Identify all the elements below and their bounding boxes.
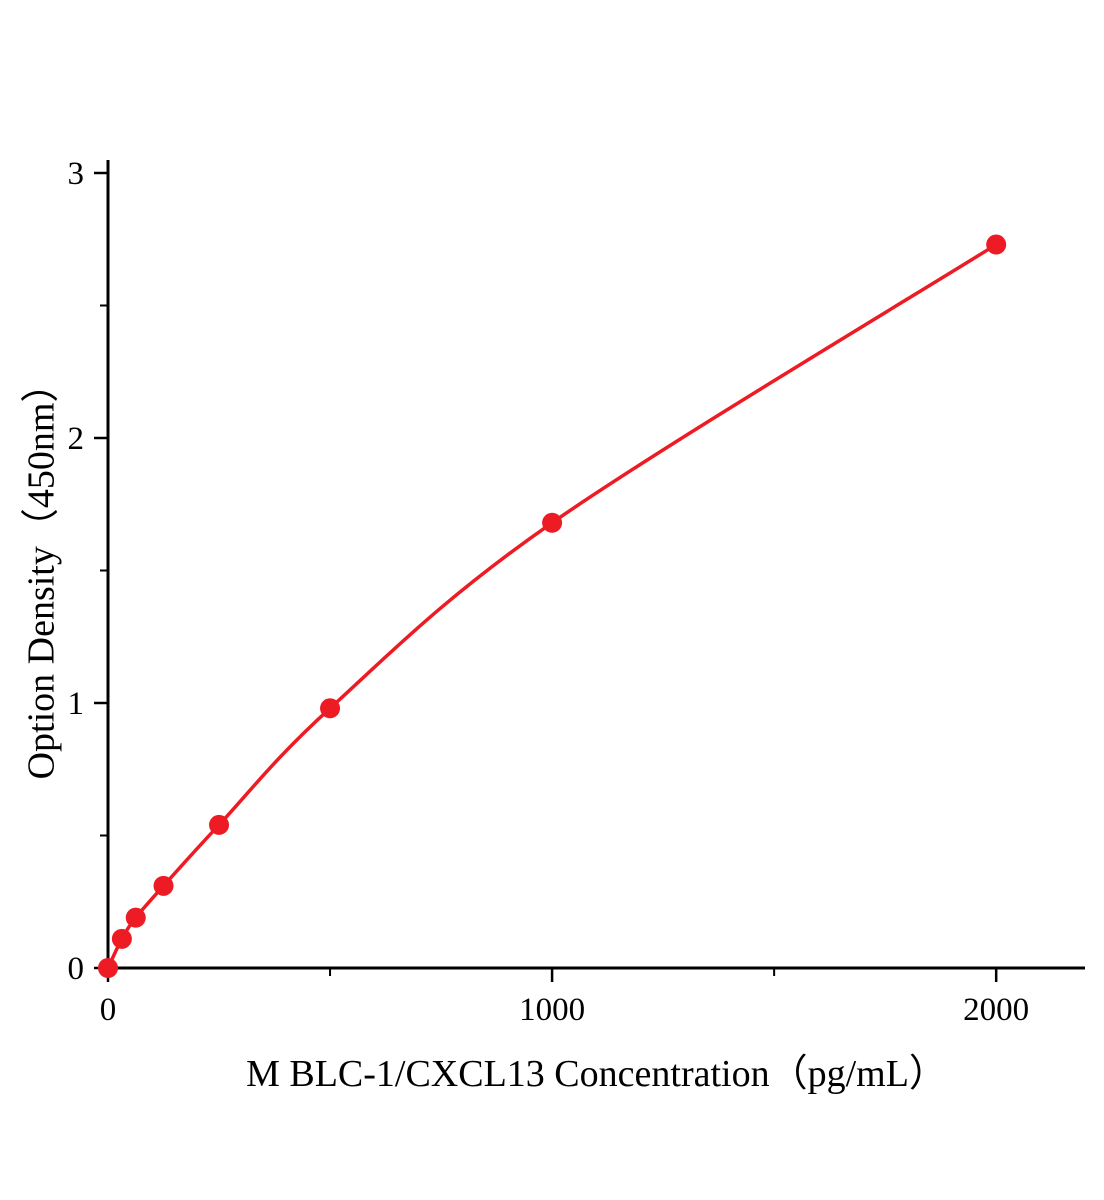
y-tick-label: 3 xyxy=(68,156,85,192)
data-point-marker xyxy=(320,698,341,719)
x-axis-label: M BLC-1/CXCL13 Concentration（pg/mL） xyxy=(246,1053,947,1095)
y-axis-label: Option Density（450nm） xyxy=(20,364,63,780)
y-tick-label: 1 xyxy=(68,686,85,722)
data-point-marker xyxy=(153,875,174,896)
y-tick-label: 0 xyxy=(68,951,85,987)
data-point-marker xyxy=(111,928,132,949)
standard-curve-line xyxy=(106,242,998,970)
x-tick-label: 0 xyxy=(100,992,117,1028)
x-tick-label: 2000 xyxy=(963,992,1029,1028)
data-point-marker xyxy=(209,814,230,835)
data-point-marker xyxy=(986,234,1007,255)
data-point-marker xyxy=(125,907,146,928)
data-point-marker xyxy=(98,958,118,978)
y-tick-label: 2 xyxy=(68,421,85,457)
x-tick-label: 1000 xyxy=(519,992,585,1028)
data-point-marker xyxy=(542,512,563,533)
